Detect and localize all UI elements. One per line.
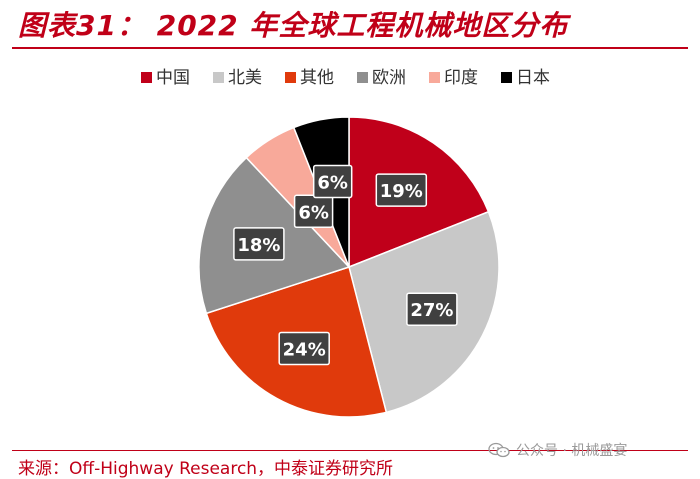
chart-legend: 中国 北美 其他 欧洲 印度 日本 <box>141 68 550 88</box>
data-label-text: 27% <box>410 300 453 321</box>
data-label-2: 27% <box>406 292 458 326</box>
data-label-1: 19% <box>375 173 428 207</box>
legend-item-3: 其他 <box>285 68 334 88</box>
data-label-6: 6% <box>312 164 353 199</box>
legend-item-5: 印度 <box>429 68 478 88</box>
legend-item-1: 中国 <box>141 68 190 88</box>
legend-item-4: 欧洲 <box>357 68 406 88</box>
legend-item-2: 北美 <box>213 68 262 88</box>
legend-label: 北美 <box>228 68 262 88</box>
legend-swatch <box>213 72 224 83</box>
legend-swatch <box>357 72 368 83</box>
data-label-text: 6% <box>317 173 348 194</box>
pie-slices <box>198 116 500 418</box>
data-label-3: 24% <box>278 331 330 366</box>
legend-swatch <box>429 72 440 83</box>
legend-label: 其他 <box>300 68 334 88</box>
data-label-4: 18% <box>233 227 285 261</box>
pie-data-labels: 19% 27% 24% 18% 6% 6% <box>233 164 458 366</box>
data-label-text: 19% <box>380 181 423 202</box>
data-label-text: 18% <box>237 235 280 256</box>
legend-item-6: 日本 <box>501 68 550 88</box>
wechat-icon <box>488 442 510 458</box>
title-divider <box>12 47 688 49</box>
source-note: 来源：Off-Highway Research，中泰证券研究所 <box>18 459 394 479</box>
legend-label: 欧洲 <box>372 68 406 88</box>
footer-divider <box>12 450 688 451</box>
legend-label: 中国 <box>156 68 190 88</box>
data-label-text: 6% <box>298 202 329 223</box>
legend-swatch <box>501 72 512 83</box>
watermark: 公众号 · 机械盛宴 <box>488 440 627 460</box>
legend-swatch <box>141 72 152 83</box>
chart-title: 图表31： 2022 年全球工程机械地区分布 <box>18 9 569 42</box>
pie-chart: 中国 北美 其他 欧洲 印度 日本 19% 27% 24% 18% 6% 6% <box>141 68 550 418</box>
data-label-5: 6% <box>293 194 334 229</box>
legend-swatch <box>285 72 296 83</box>
legend-label: 日本 <box>516 68 550 88</box>
legend-label: 印度 <box>444 68 478 88</box>
data-label-text: 24% <box>283 340 326 361</box>
watermark-text: 公众号 · 机械盛宴 <box>516 443 628 459</box>
